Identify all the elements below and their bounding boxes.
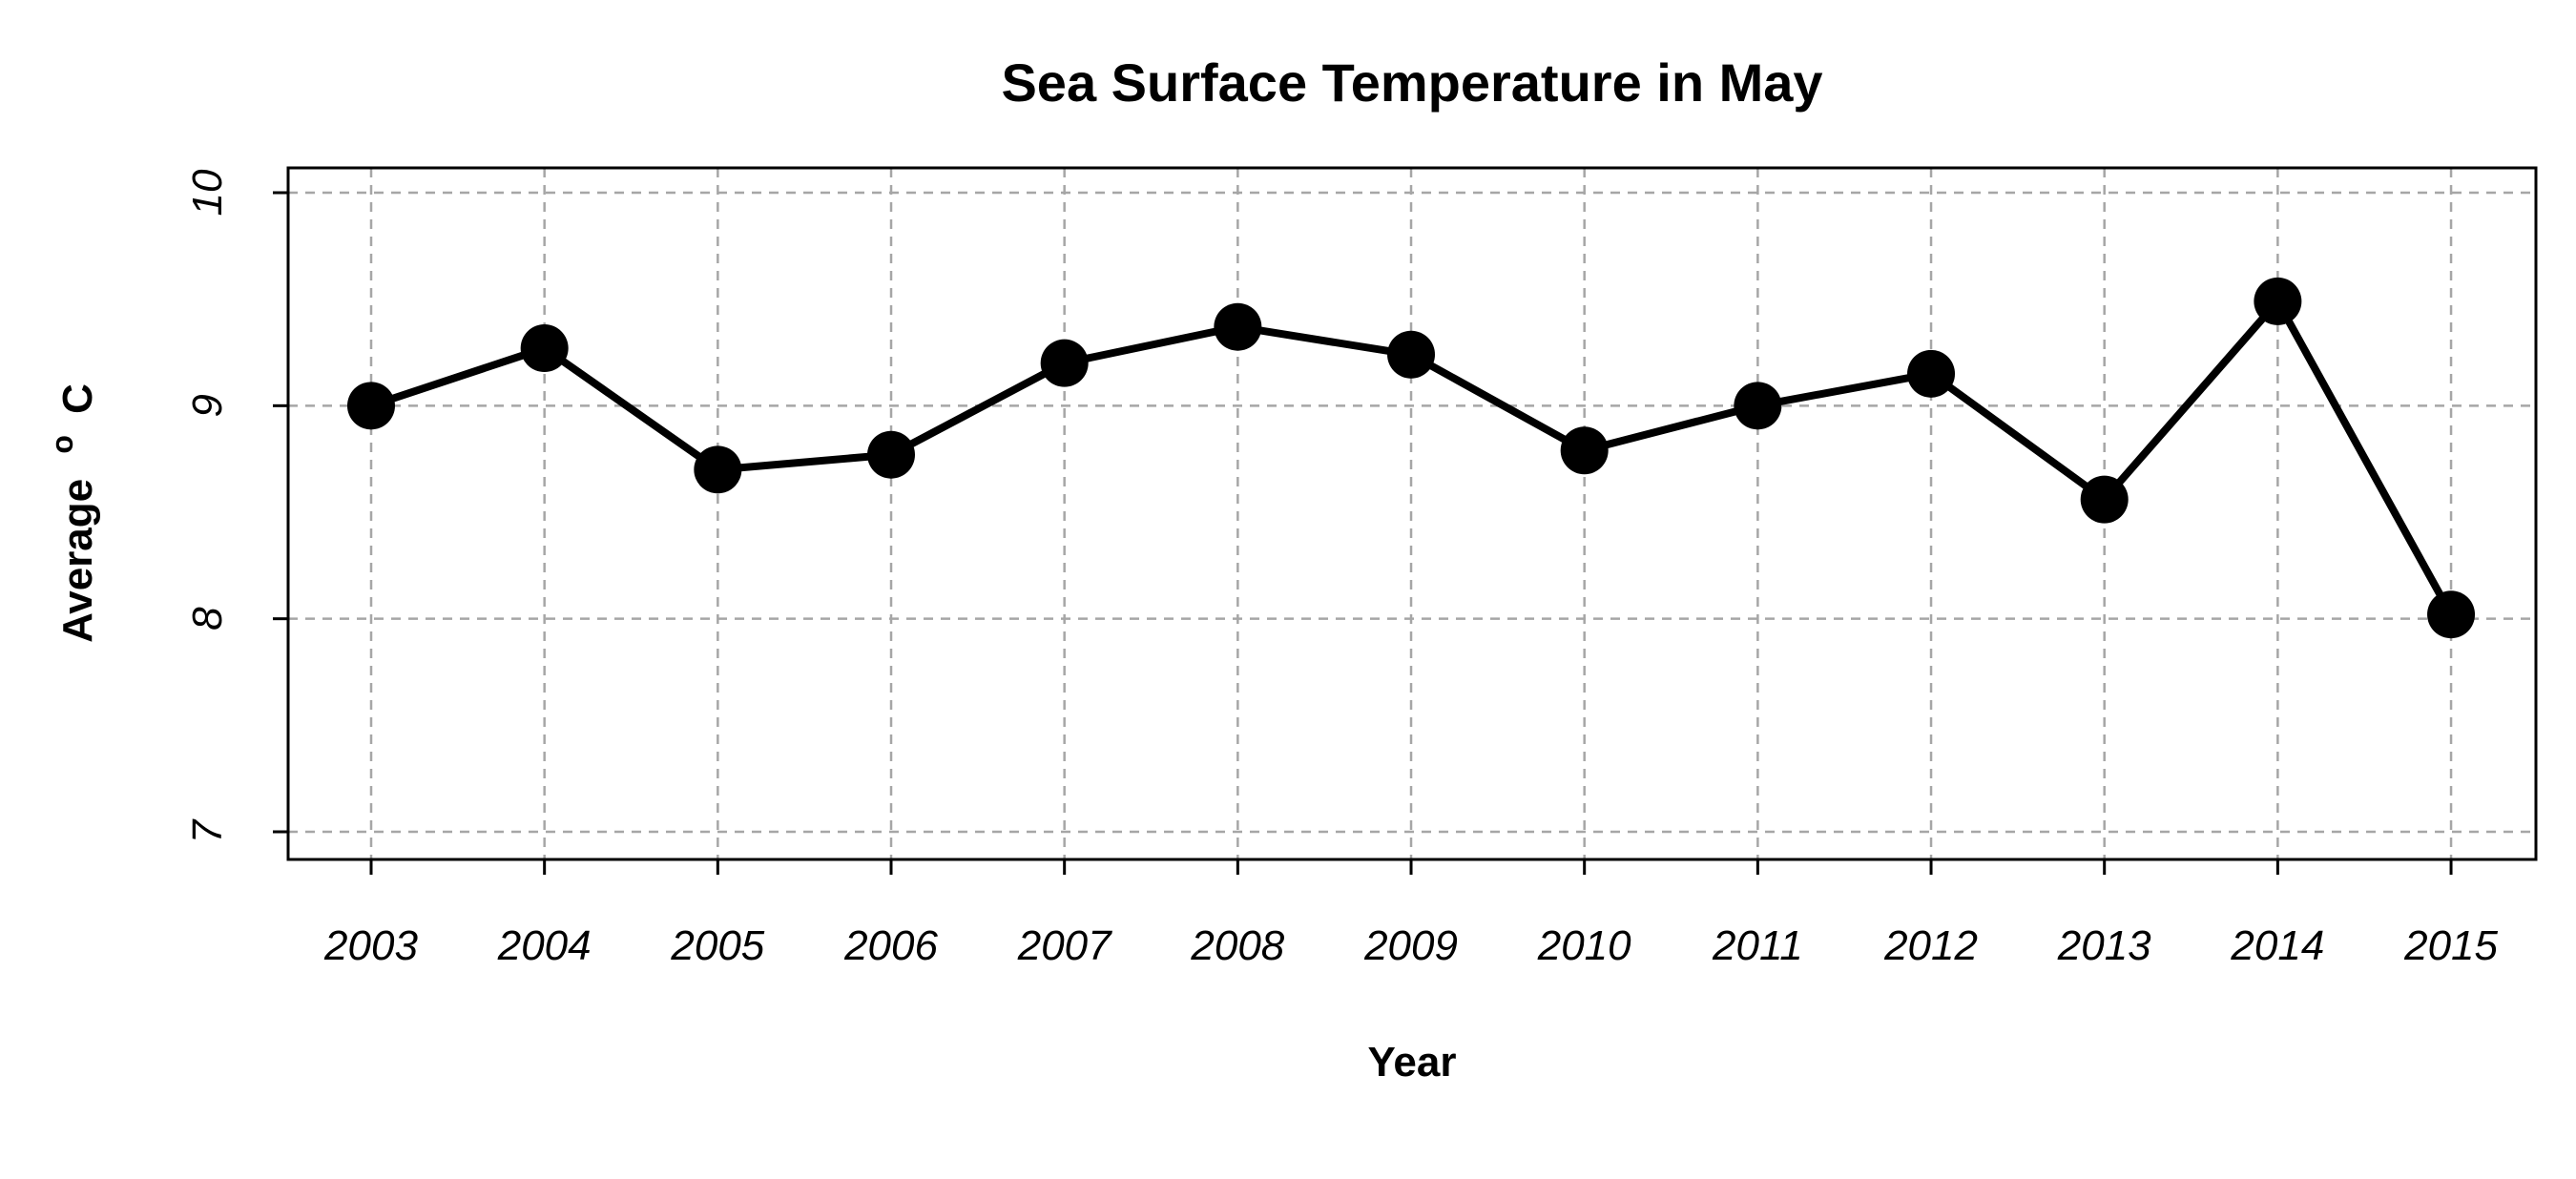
- data-point-2010: [1560, 426, 1609, 475]
- x-tick-label: 2007: [1017, 922, 1112, 969]
- chart-title: Sea Surface Temperature in May: [1001, 52, 1822, 113]
- series: [347, 277, 2476, 639]
- svg-text:Average o C: Average o C: [35, 383, 101, 643]
- data-point-2012: [1907, 349, 1956, 398]
- x-tick-label: 2011: [1712, 922, 1803, 969]
- y-tick-label: 7: [184, 818, 231, 843]
- data-point-2014: [2254, 277, 2302, 325]
- y-axis-label-unit: C: [54, 383, 101, 414]
- data-point-2004: [520, 324, 569, 373]
- data-point-2003: [347, 382, 395, 430]
- x-tick-label: 2004: [497, 922, 592, 969]
- x-tick-label: 2013: [2057, 922, 2151, 969]
- x-tick-label: 2012: [1883, 922, 1978, 969]
- data-point-2011: [1734, 382, 1782, 430]
- data-point-2015: [2427, 590, 2476, 639]
- data-point-2009: [1387, 330, 1436, 379]
- y-axis-label-text: Average: [54, 479, 101, 643]
- x-axis-label: Year: [1368, 1039, 1457, 1086]
- x-tick-label: 2010: [1537, 922, 1631, 969]
- y-tick-label: 9: [184, 394, 231, 417]
- x-tick-label: 2003: [323, 922, 418, 969]
- data-point-2008: [1214, 302, 1262, 351]
- data-point-2013: [2080, 475, 2129, 524]
- axis-ticks: [273, 191, 2453, 875]
- x-tick-label: 2006: [843, 922, 938, 969]
- y-tick-label: 10: [184, 169, 231, 216]
- x-tick-label: 2008: [1190, 922, 1284, 969]
- grid: [288, 168, 2536, 859]
- y-axis-label: Average o C: [35, 383, 101, 643]
- data-point-2006: [867, 430, 916, 479]
- data-point-2007: [1040, 339, 1089, 387]
- data-point-2005: [694, 445, 742, 494]
- x-tick-label: 2015: [2403, 922, 2498, 969]
- x-tick-label: 2005: [670, 922, 764, 969]
- y-axis-label-superscript: o: [45, 435, 79, 454]
- x-tick-label: 2014: [2230, 922, 2324, 969]
- x-tick-label: 2009: [1363, 922, 1458, 969]
- tick-labels: 2003 2004 2005 2006 2007 2008 2009 2010 2011 2012…: [184, 169, 2499, 969]
- y-tick-label: 8: [184, 607, 231, 631]
